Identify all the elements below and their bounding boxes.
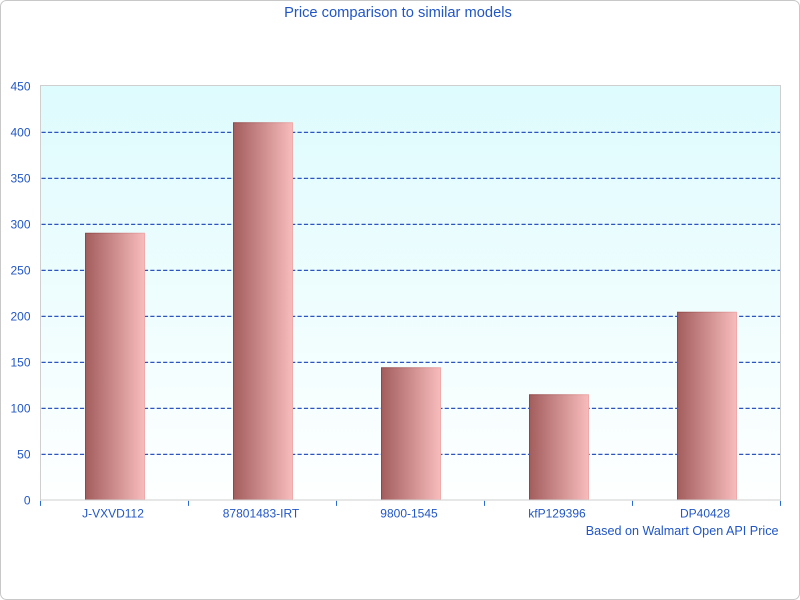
svg-text:300: 300 <box>10 217 30 231</box>
svg-text:kfP129396: kfP129396 <box>528 507 586 521</box>
svg-text:450: 450 <box>10 79 30 93</box>
svg-text:Based on Walmart Open API Pric: Based on Walmart Open API Price <box>586 524 779 538</box>
svg-text:0: 0 <box>24 493 31 507</box>
svg-text:400: 400 <box>10 125 30 139</box>
svg-text:250: 250 <box>10 263 30 277</box>
svg-text:Price comparison to similar mo: Price comparison to similar models <box>284 5 512 21</box>
svg-text:150: 150 <box>10 355 30 369</box>
svg-text:9800-1545: 9800-1545 <box>380 507 438 521</box>
svg-text:50: 50 <box>17 447 31 461</box>
svg-text:DP40428: DP40428 <box>680 507 730 521</box>
svg-text:200: 200 <box>10 309 30 323</box>
svg-text:350: 350 <box>10 171 30 185</box>
svg-text:J-VXVD112: J-VXVD112 <box>82 507 144 521</box>
svg-text:87801483-IRT: 87801483-IRT <box>223 507 300 521</box>
svg-text:100: 100 <box>10 401 30 415</box>
